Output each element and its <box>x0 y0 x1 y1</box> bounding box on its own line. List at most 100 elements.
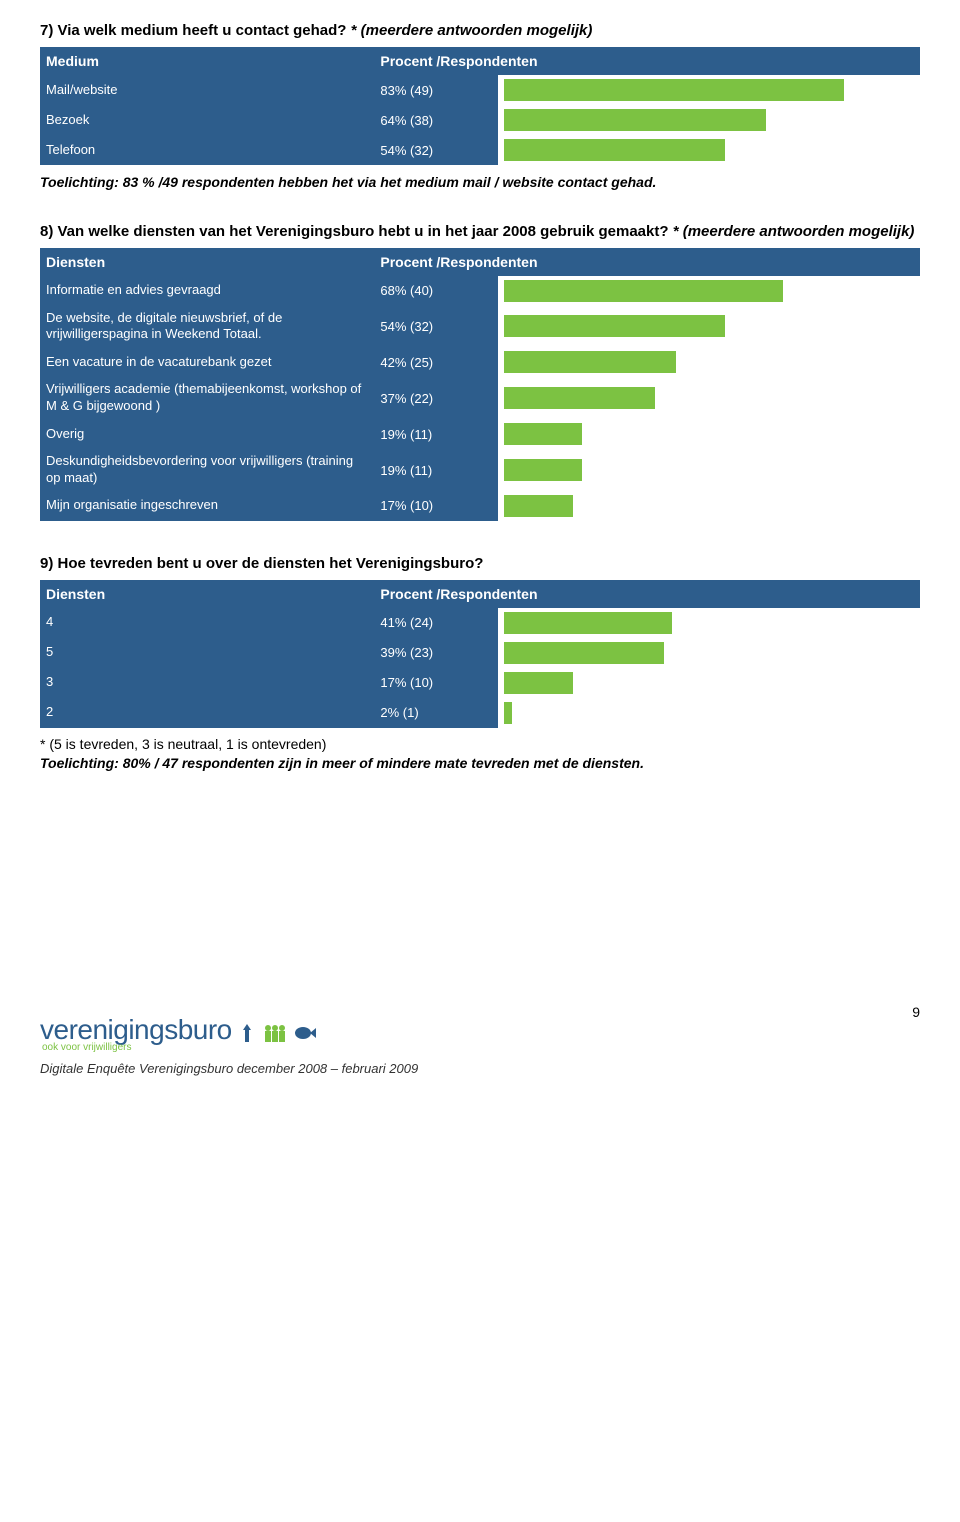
row-label: 5 <box>40 638 374 668</box>
row-value: 39% (23) <box>374 638 497 668</box>
q7-title-plain: 7) Via welk medium heeft u contact gehad… <box>40 22 351 39</box>
q7-header-label: Medium <box>40 47 374 75</box>
bar-fill <box>504 702 512 724</box>
page-footer: 9 verenigingsburo ook voor vrijwilligers… <box>40 1014 920 1076</box>
row-label: Deskundigheidsbevordering voor vrijwilli… <box>40 449 374 491</box>
table-row: Mijn organisatie ingeschreven17% (10) <box>40 491 920 521</box>
table-row: Telefoon54% (32) <box>40 135 920 165</box>
row-value: 54% (32) <box>374 306 497 348</box>
q7-table: Medium Procent /Respondenten Mail/websit… <box>40 47 920 165</box>
row-label: Mail/website <box>40 75 374 105</box>
q7-header-row: Medium Procent /Respondenten <box>40 47 920 75</box>
q9-toelichting: Toelichting: 80% / 47 respondenten zijn … <box>40 754 920 774</box>
q8-rows: Informatie en advies gevraagd68% (40)De … <box>40 276 920 521</box>
row-bar-cell <box>498 668 920 698</box>
row-bar-cell <box>498 105 920 135</box>
row-label: Informatie en advies gevraagd <box>40 276 374 306</box>
row-bar-cell <box>498 449 920 491</box>
row-value: 68% (40) <box>374 276 497 306</box>
bar-track <box>504 423 914 445</box>
bar-track <box>504 79 914 101</box>
bar-fill <box>504 642 664 664</box>
bar-track <box>504 139 914 161</box>
bar-track <box>504 702 914 724</box>
row-bar-cell <box>498 698 920 728</box>
bar-track <box>504 495 914 517</box>
row-label: Overig <box>40 419 374 449</box>
fish-icon <box>294 1024 316 1042</box>
row-bar-cell <box>498 75 920 105</box>
row-value: 17% (10) <box>374 668 497 698</box>
bar-fill <box>504 423 582 445</box>
table-row: Deskundigheidsbevordering voor vrijwilli… <box>40 449 920 491</box>
people-icon <box>262 1022 288 1044</box>
row-bar-cell <box>498 608 920 638</box>
row-label: 4 <box>40 608 374 638</box>
bar-track <box>504 351 914 373</box>
q7-title: 7) Via welk medium heeft u contact gehad… <box>40 20 920 41</box>
bar-fill <box>504 612 672 634</box>
q7-header-value: Procent /Respondenten <box>374 47 920 75</box>
row-bar-cell <box>498 276 920 306</box>
q9-rows: 441% (24)539% (23)317% (10)22% (1) <box>40 608 920 728</box>
table-row: Een vacature in de vacaturebank gezet42%… <box>40 347 920 377</box>
q8-table: Diensten Procent /Respondenten Informati… <box>40 248 920 521</box>
bar-fill <box>504 351 676 373</box>
footer-line: Digitale Enquête Verenigingsburo decembe… <box>40 1061 920 1076</box>
row-bar-cell <box>498 377 920 419</box>
bar-fill <box>504 315 726 337</box>
row-bar-cell <box>498 135 920 165</box>
row-label: Telefoon <box>40 135 374 165</box>
bar-fill <box>504 109 767 131</box>
table-row: De website, de digitale nieuwsbrief, of … <box>40 306 920 348</box>
row-bar-cell <box>498 306 920 348</box>
row-value: 41% (24) <box>374 608 497 638</box>
footer-icons <box>238 1022 316 1044</box>
bar-fill <box>504 459 582 481</box>
q9-table: Diensten Procent /Respondenten 441% (24)… <box>40 580 920 728</box>
table-row: Bezoek64% (38) <box>40 105 920 135</box>
q7-rows: Mail/website83% (49)Bezoek64% (38)Telefo… <box>40 75 920 165</box>
bar-track <box>504 672 914 694</box>
bar-track <box>504 315 914 337</box>
q9-header-label: Diensten <box>40 580 374 608</box>
row-bar-cell <box>498 638 920 668</box>
row-value: 37% (22) <box>374 377 497 419</box>
q8-header-value: Procent /Respondenten <box>374 248 920 276</box>
bar-track <box>504 280 914 302</box>
row-value: 2% (1) <box>374 698 497 728</box>
row-value: 17% (10) <box>374 491 497 521</box>
row-label: 2 <box>40 698 374 728</box>
q7-toelichting: Toelichting: 83 % /49 respondenten hebbe… <box>40 173 920 193</box>
table-row: Vrijwilligers academie (themabijeenkomst… <box>40 377 920 419</box>
q8-header-row: Diensten Procent /Respondenten <box>40 248 920 276</box>
q8-title-plain: 8) Van welke diensten van het Vereniging… <box>40 223 673 240</box>
bar-fill <box>504 280 783 302</box>
footer-logo-text: verenigingsburo <box>40 1014 232 1046</box>
row-value: 19% (11) <box>374 449 497 491</box>
footer-logo: verenigingsburo ook voor vrijwilligers <box>40 1014 920 1053</box>
bar-track <box>504 109 914 131</box>
bar-track <box>504 612 914 634</box>
table-row: Mail/website83% (49) <box>40 75 920 105</box>
q9-note: * (5 is tevreden, 3 is neutraal, 1 is on… <box>40 736 920 752</box>
q8-title-italic: * (meerdere antwoorden mogelijk) <box>673 223 915 240</box>
row-value: 42% (25) <box>374 347 497 377</box>
bar-fill <box>504 672 574 694</box>
row-bar-cell <box>498 491 920 521</box>
bar-fill <box>504 495 574 517</box>
bar-track <box>504 459 914 481</box>
q8-title: 8) Van welke diensten van het Vereniging… <box>40 221 920 242</box>
row-label: 3 <box>40 668 374 698</box>
q9-header-value: Procent /Respondenten <box>374 580 920 608</box>
row-label: De website, de digitale nieuwsbrief, of … <box>40 306 374 348</box>
windmill-icon <box>238 1022 256 1044</box>
q8-header-label: Diensten <box>40 248 374 276</box>
row-label: Bezoek <box>40 105 374 135</box>
bar-fill <box>504 387 656 409</box>
bar-track <box>504 387 914 409</box>
row-bar-cell <box>498 347 920 377</box>
q7-title-italic: * (meerdere antwoorden mogelijk) <box>351 22 593 39</box>
table-row: Overig19% (11) <box>40 419 920 449</box>
row-value: 19% (11) <box>374 419 497 449</box>
